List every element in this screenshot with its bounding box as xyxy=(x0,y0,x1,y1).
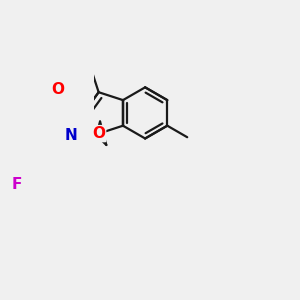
Text: N: N xyxy=(64,128,77,142)
Text: F: F xyxy=(12,177,22,192)
Text: O: O xyxy=(52,82,64,98)
Text: O: O xyxy=(92,126,105,141)
